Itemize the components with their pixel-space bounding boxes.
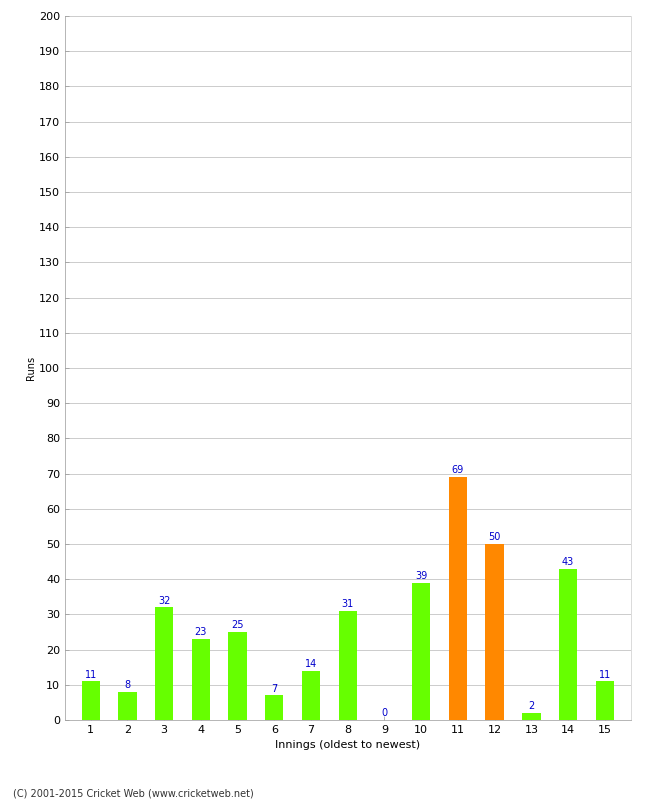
Text: 39: 39 [415, 571, 427, 581]
Text: 69: 69 [452, 466, 464, 475]
Bar [522, 713, 541, 720]
Text: 32: 32 [158, 595, 170, 606]
Bar [265, 695, 283, 720]
Text: 43: 43 [562, 557, 574, 567]
Text: 8: 8 [124, 680, 131, 690]
Text: 25: 25 [231, 620, 244, 630]
Text: 31: 31 [342, 599, 354, 609]
Bar [559, 569, 577, 720]
Bar [412, 582, 430, 720]
Bar [448, 477, 467, 720]
Bar [302, 670, 320, 720]
Bar [595, 682, 614, 720]
Text: 23: 23 [195, 627, 207, 638]
Text: 50: 50 [488, 532, 500, 542]
Text: 14: 14 [305, 659, 317, 669]
Bar [155, 607, 174, 720]
X-axis label: Innings (oldest to newest): Innings (oldest to newest) [275, 741, 421, 750]
Text: 7: 7 [271, 683, 278, 694]
Text: (C) 2001-2015 Cricket Web (www.cricketweb.net): (C) 2001-2015 Cricket Web (www.cricketwe… [13, 788, 254, 798]
Bar [118, 692, 136, 720]
Text: 11: 11 [84, 670, 97, 679]
Bar [339, 611, 357, 720]
Bar [81, 682, 100, 720]
Bar [228, 632, 247, 720]
Text: 11: 11 [599, 670, 611, 679]
Bar [486, 544, 504, 720]
Y-axis label: Runs: Runs [26, 356, 36, 380]
Text: 2: 2 [528, 701, 534, 711]
Bar [192, 639, 210, 720]
Text: 0: 0 [382, 708, 387, 718]
